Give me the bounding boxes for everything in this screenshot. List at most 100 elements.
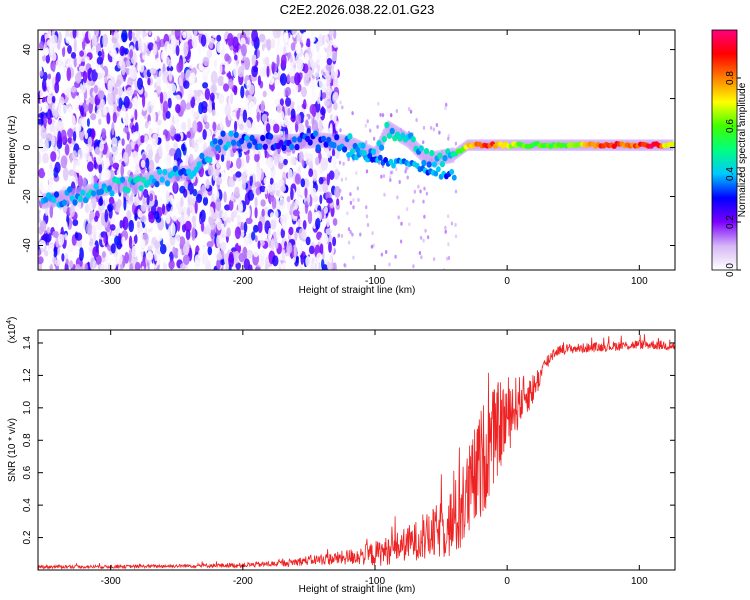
spectrogram-cell (216, 34, 222, 42)
spectrogram-cell (184, 220, 192, 232)
spectrogram-cell (124, 48, 129, 55)
spectrogram-cell (186, 131, 191, 139)
spectrogram-ridge-halo (349, 136, 355, 153)
spectrogram-cell (206, 49, 213, 59)
spectrogram-cell (94, 215, 99, 222)
spectrogram-cell (52, 103, 56, 117)
spectrogram-cell (325, 63, 332, 72)
spectrogram-cell (251, 30, 258, 43)
spectrogram-cell (270, 212, 275, 220)
spectrogram-cell (247, 189, 255, 201)
spectrogram-cell (130, 66, 138, 80)
spectrogram-cell (315, 217, 321, 230)
spectrogram-cell (80, 105, 84, 117)
spectrogram-cell (129, 49, 134, 59)
spectrogram-cell (423, 186, 426, 191)
spectrogram-cell (307, 210, 313, 225)
spectrogram-ridge-point (141, 176, 147, 184)
spectrogram-cell (203, 113, 208, 123)
spectrogram-cell (138, 101, 143, 114)
spectrogram-ridge-point (244, 135, 250, 142)
spectrogram-cell (261, 113, 268, 123)
spectrogram-cell (104, 169, 111, 181)
spectrogram-cell (290, 188, 294, 201)
spectrogram-cell (57, 102, 63, 116)
spectrogram-cell (444, 225, 447, 230)
spectrogram-ridge-point (421, 159, 427, 167)
spectrogram-cell (301, 159, 305, 168)
spectrogram-cell (280, 262, 288, 270)
spectrogram-cell (326, 218, 330, 228)
spectrogram-cell (249, 173, 253, 187)
spectrogram-cell (75, 263, 81, 270)
spectrogram-cell (69, 204, 75, 217)
spectrogram-ridge-point (386, 132, 393, 139)
spectrogram-cell (233, 85, 238, 96)
spectrogram-cell (255, 266, 260, 270)
spectrogram-ridge-point (367, 152, 373, 159)
spectrogram-cell (123, 196, 127, 211)
spectrogram-cell (454, 189, 458, 194)
spectrogram-cell (112, 153, 120, 166)
snr-panel: -300 -200 -100 0 100 0.2 0.4 0.6 0.8 1.0 1.2 1.4 H… (6, 317, 676, 595)
spectrogram-cell (220, 116, 224, 130)
spectrogram-cell (447, 242, 450, 247)
spectrogram-cell (173, 142, 179, 150)
spectrogram-cell (454, 222, 457, 227)
spectrogram-cell (111, 37, 118, 44)
spectrogram-cell (236, 157, 242, 169)
spectrogram-cell (119, 45, 125, 57)
spectrogram-cell (139, 239, 146, 249)
spectrogram-cell (304, 200, 309, 214)
spectrogram-cell (321, 92, 327, 99)
spectrogram-cell (99, 141, 104, 152)
spectrogram-cell (308, 51, 313, 59)
spectrogram-cell (315, 156, 320, 166)
spectrogram-cell (38, 226, 44, 235)
spectrogram-cell (72, 30, 77, 39)
spectrogram-ridge-point (164, 180, 171, 187)
spectrogram-cell (89, 256, 96, 270)
spectrogram-cell (315, 41, 320, 53)
spectrogram-cell (331, 155, 337, 170)
spectrogram-cell (266, 38, 272, 51)
spectrogram-cell (43, 115, 47, 128)
spectrogram-cell (96, 56, 104, 65)
spectrogram-cell (117, 86, 123, 97)
spectrogram-cell (312, 169, 318, 182)
x-tick-label: -300 (101, 276, 121, 287)
x-tick-label: -100 (365, 276, 385, 287)
spectrogram-cell (298, 123, 305, 135)
spectrogram-cell (325, 74, 330, 88)
y-tick-label: 1.0 (22, 400, 33, 414)
spectrogram-cell (334, 186, 341, 198)
spectrogram-cell (51, 135, 56, 147)
spectrogram-cell (103, 233, 107, 244)
colorbar-gradient (711, 29, 738, 271)
spectrogram-ridge-point (371, 148, 377, 155)
spectrogram-cell (99, 98, 105, 109)
spectrogram-cell (245, 217, 253, 225)
spectrogram-cell (183, 180, 189, 189)
spectrogram-ridge-point (389, 127, 395, 135)
spectrogram-cell (211, 30, 217, 38)
spectrogram-cell (268, 77, 275, 85)
spectrogram-cell (304, 151, 308, 160)
spectrogram-cell (219, 63, 223, 74)
spectrogram-cell (261, 150, 265, 164)
spectrogram-ridge-point (257, 143, 263, 150)
spectrogram-cell (112, 112, 117, 124)
spectrogram-cell (224, 65, 230, 74)
spectrogram-cell (320, 107, 326, 116)
spectrogram-cell (74, 232, 79, 239)
spectrogram-cell (235, 97, 239, 111)
spectrogram-cell (220, 49, 225, 58)
spectrogram-cell (45, 54, 50, 64)
spectrogram-cell (95, 30, 99, 37)
spectrogram-cell (228, 254, 235, 268)
spectrogram-cell (246, 163, 254, 177)
spectrogram-cell (326, 197, 333, 204)
spectrogram-cell (269, 177, 274, 185)
spectrogram-cell (251, 121, 256, 132)
spectrogram-cell (210, 231, 214, 240)
